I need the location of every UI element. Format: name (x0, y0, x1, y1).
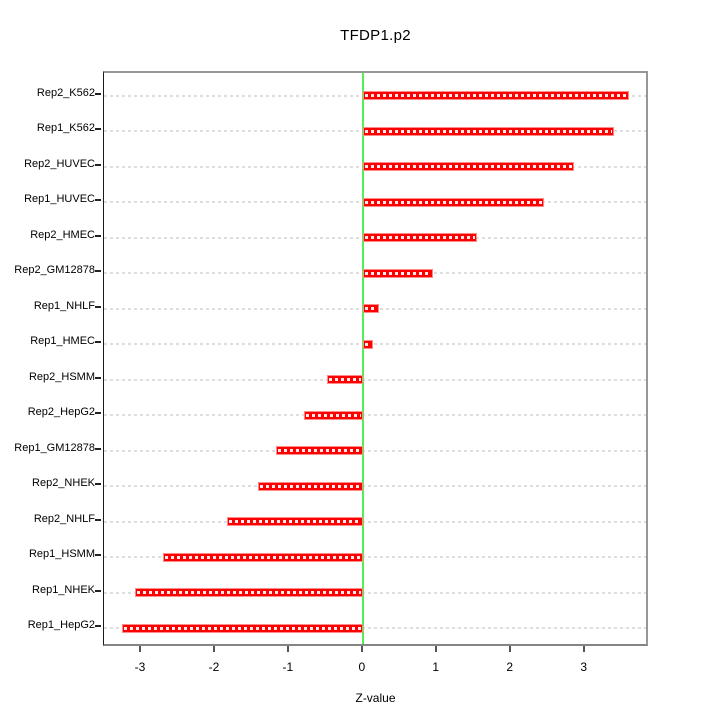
bar-dash-pattern (364, 200, 542, 204)
y-axis-label: Rep1_NHLF (33, 299, 95, 312)
bar-dash-pattern (137, 591, 361, 594)
x-axis-tick (508, 646, 511, 652)
bar-Rep1_HepG2 (122, 623, 363, 633)
x-axis-tick-label: 1 (432, 660, 440, 674)
bar-Rep2_NHEK (257, 481, 363, 491)
y-axis-label: Rep1_K562 (36, 122, 95, 134)
x-axis-tick (138, 646, 141, 652)
y-axis-tick (95, 305, 101, 308)
bar-Rep2_GM12878 (362, 268, 434, 278)
y-axis-label: Rep2_NHEK (32, 477, 95, 489)
x-axis-tick (212, 646, 215, 652)
y-axis-tick (95, 270, 101, 272)
bar-dash-pattern (364, 307, 378, 310)
y-axis-label: Rep1_GM12878 (14, 441, 95, 454)
bar-Rep2_HMEC (362, 233, 478, 242)
bar-Rep1_GM12878 (276, 446, 363, 455)
y-axis-tick (95, 341, 101, 343)
y-axis-tick (95, 163, 101, 166)
y-axis-tick (95, 376, 101, 379)
chart-title: TFDP1.p2 (340, 27, 411, 44)
gridline (104, 485, 646, 487)
gridline (104, 556, 646, 558)
x-axis-tick-label: -3 (134, 660, 146, 674)
y-axis-label: Rep2_GM12878 (14, 264, 95, 276)
y-axis-label: Rep1_HepG2 (27, 619, 95, 631)
y-axis-tick (95, 483, 101, 485)
y-axis-label: Rep2_NHLF (33, 512, 95, 525)
y-axis-label: Rep2_K562 (36, 86, 95, 99)
bar-dash-pattern (165, 555, 361, 559)
bar-dash-pattern (364, 271, 432, 275)
x-axis-tick-label: 3 (580, 660, 587, 674)
y-axis-tick (95, 518, 101, 521)
y-axis-tick (95, 92, 101, 95)
bar-Rep1_HMEC (362, 339, 374, 349)
y-axis-tick (95, 128, 101, 130)
y-axis-tick (95, 234, 101, 237)
x-axis-tick-label: -1 (282, 660, 294, 674)
bar-Rep1_HUVEC (362, 197, 544, 207)
x-axis-tick-label: -2 (208, 660, 220, 674)
x-axis-tick (582, 646, 585, 652)
y-axis-tick (95, 412, 101, 414)
bar-Rep2_HSMM (327, 375, 363, 384)
bar-dash-pattern (278, 449, 361, 452)
y-axis-label: Rep2_HMEC (30, 228, 95, 241)
bar-Rep1_K562 (362, 126, 615, 136)
gridline (104, 591, 646, 594)
y-axis-label: Rep2_HSMM (28, 370, 95, 383)
bar-Rep2_K562 (362, 91, 630, 100)
x-axis-tick (434, 646, 437, 652)
bar-dash-pattern (364, 129, 613, 133)
x-axis-tick-label: 2 (506, 660, 514, 674)
bar-dash-pattern (329, 378, 361, 381)
bar-dash-pattern (364, 165, 572, 168)
bar-dash-pattern (305, 413, 361, 417)
bar-Rep1_NHEK (135, 588, 363, 597)
bar-dash-pattern (228, 520, 361, 523)
gridline (104, 414, 646, 416)
y-axis-label: Rep2_HUVEC (24, 157, 95, 170)
y-axis-label: Rep1_HMEC (30, 335, 95, 347)
bar-Rep1_NHLF (362, 304, 380, 313)
x-axis-tick-label: 0 (358, 660, 366, 674)
gridline (104, 378, 646, 381)
bar-Rep2_HUVEC (362, 162, 574, 171)
y-axis-tick (95, 625, 101, 627)
y-axis-label: Rep1_HSMM (28, 548, 95, 560)
zero-reference-line (361, 73, 364, 644)
y-axis-tick (95, 447, 101, 450)
x-axis-tick (286, 646, 289, 652)
y-axis-tick (95, 589, 101, 592)
plot-area (103, 71, 648, 646)
bar-dash-pattern (259, 484, 361, 488)
gridline (104, 520, 646, 523)
x-axis-tick (360, 646, 363, 652)
bar-dash-pattern (364, 236, 476, 239)
gridline (104, 343, 646, 345)
gridline (104, 449, 646, 452)
x-axis-title: Z-value (355, 691, 396, 705)
y-axis-tick (95, 554, 101, 556)
y-axis-tick (95, 199, 101, 201)
bar-Rep1_HSMM (163, 552, 363, 562)
bar-dash-pattern (124, 626, 361, 630)
bar-Rep2_NHLF (226, 517, 363, 526)
bar-dash-pattern (364, 94, 628, 97)
bar-dash-pattern (364, 342, 372, 346)
y-axis-label: Rep1_NHEK (32, 583, 95, 596)
gridline (104, 627, 646, 629)
bar-Rep2_HepG2 (303, 410, 363, 420)
y-axis-label: Rep2_HepG2 (27, 406, 95, 418)
y-axis-label: Rep1_HUVEC (24, 193, 95, 205)
